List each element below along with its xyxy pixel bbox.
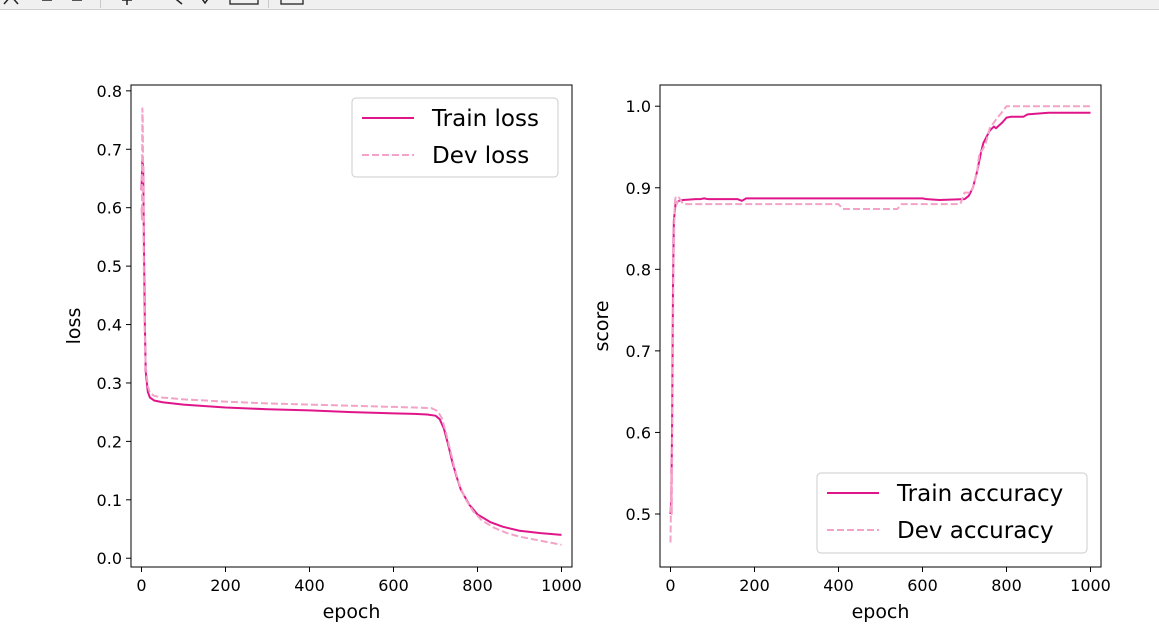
x-axis-label: epoch — [323, 601, 381, 623]
legend-label: Train loss — [431, 106, 539, 132]
x-tick-label: 0 — [665, 576, 675, 595]
accuracy-chart: 0 200 400 600 800 1000 0.5 0.6 0.7 0.8 0.9 1.0 epoch… — [591, 84, 1111, 623]
legend-box — [816, 472, 1088, 554]
y-tick-label: 0.7 — [97, 140, 122, 159]
y-tick-label: 0.4 — [97, 316, 122, 335]
series-line-train-accuracy — [669, 111, 1091, 515]
toolbar-separator — [268, 0, 269, 8]
y-tick-label: 0.5 — [97, 257, 122, 276]
x-tick-label: 200 — [210, 576, 241, 595]
y-tick-label: 0.2 — [97, 432, 122, 451]
x-tick-label: 600 — [907, 576, 938, 595]
x-tick-label: 400 — [294, 576, 325, 595]
x-tick-label: 1000 — [1070, 576, 1111, 595]
y-axis-label: score — [591, 300, 613, 351]
legend-label: Dev loss — [432, 143, 529, 169]
home-icon[interactable] — [2, 0, 20, 6]
x-tick-label: 400 — [823, 576, 854, 595]
y-tick-label: 1.0 — [626, 97, 651, 116]
y-tick-label: 0.9 — [626, 179, 651, 198]
y-tick-label: 0.6 — [626, 423, 651, 442]
y-tick-label: 0.1 — [97, 491, 122, 510]
plot-frame — [130, 84, 573, 568]
save-icon[interactable] — [280, 0, 304, 6]
pan-icon[interactable] — [118, 0, 136, 6]
y-tick-label: 0.3 — [97, 374, 122, 393]
x-tick-label: 800 — [462, 576, 493, 595]
y-tick-label: 0.8 — [626, 260, 651, 279]
y-tick-label: 0.6 — [97, 199, 122, 218]
y-tick-label: 0.5 — [626, 505, 651, 524]
zoom-icon[interactable] — [168, 0, 186, 6]
legend-label: Dev accuracy — [897, 518, 1054, 544]
edit-axes-icon[interactable] — [228, 0, 259, 6]
y-tick-label: 0.0 — [97, 549, 122, 568]
y-tick-label: 0.7 — [626, 342, 651, 361]
x-tick-label: 0 — [136, 576, 146, 595]
configure-icon[interactable] — [196, 0, 214, 6]
legend: Train loss Dev loss — [351, 97, 559, 178]
x-tick-label: 800 — [991, 576, 1022, 595]
series-line-dev-loss — [140, 107, 562, 546]
toolbar-separator — [100, 0, 101, 8]
x-tick-label: 1000 — [541, 576, 582, 595]
loss-chart: 0 200 400 600 800 1000 0.0 0.1 0.2 0.3 0.4 0.5 0.6 0.… — [63, 82, 582, 623]
plot-frame — [659, 84, 1102, 568]
figure-toolbar — [0, 0, 1159, 10]
series-line-train-loss — [140, 159, 562, 536]
series-line-dev-accuracy — [669, 105, 1091, 543]
legend-label: Train accuracy — [896, 481, 1063, 507]
x-tick-label: 200 — [739, 576, 770, 595]
x-tick-label: 600 — [378, 576, 409, 595]
legend: Train accuracy Dev accuracy — [816, 472, 1088, 554]
y-axis-label: loss — [63, 308, 85, 345]
y-tick-label: 0.8 — [97, 82, 122, 101]
x-axis-label: epoch — [852, 601, 910, 623]
